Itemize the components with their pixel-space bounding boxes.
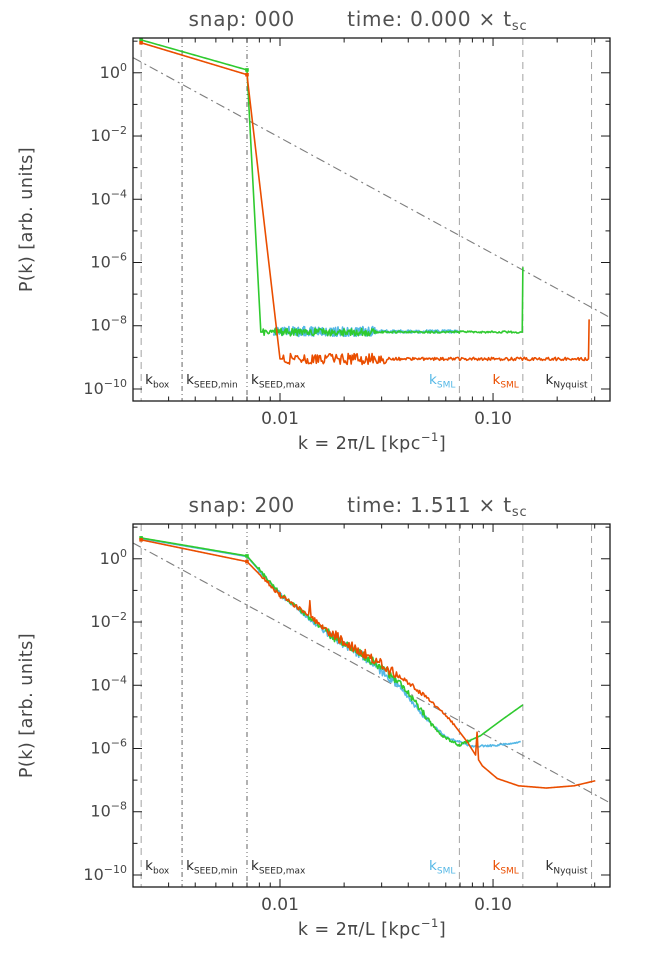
x-tick-label: 0.01 [261,895,299,915]
k-label-SEED,min: kSEED,min [186,372,238,391]
k-label-SEED,max: kSEED,max [251,372,306,391]
k-label-SML: kSML [429,858,455,877]
series-green-marker [245,554,249,558]
y-tick-label: 10−2 [90,610,127,631]
k-label-Nyquist: kNyquist [546,372,588,391]
x-axis-label: k = 2π/L [kpc−1] [298,916,446,940]
plot-snap-000: 0.01 0.10 100 10−2 10−4 10−6 10−8 10−10 kbox kSEE… [17,7,611,454]
series-cyan [140,537,521,748]
plot-title: snap: 000 time: 0.000 × tsc [189,7,528,34]
plot-title: snap: 200 time: 1.511 × tsc [189,493,528,520]
y-tick-label: 100 [100,61,127,82]
k-label-Nyquist: kNyquist [546,858,588,877]
plot-snap-200: 0.01 0.10 100 10−2 10−4 10−6 10−8 10−10 kbox kSEE… [0,486,647,972]
x-tick-label: 0.10 [474,409,512,429]
series-green-marker [139,536,143,540]
x-tick-label: 0.10 [474,895,512,915]
k-label-SEED,max: kSEED,max [251,858,306,877]
x-tick-label: 0.01 [261,409,299,429]
series-orange-marker [245,559,249,564]
series-green [140,537,524,747]
y-tick-label: 10−8 [90,314,127,335]
k-label-box: kbox [145,372,170,391]
series-green [140,39,524,337]
k-label-box: kbox [145,858,170,877]
y-tick-label: 10−4 [90,187,127,208]
power-spectrum-snap-000: 0.01 0.10 100 10−2 10−4 10−6 10−8 10−10 kbox kSEE… [17,7,611,454]
y-tick-label: 10−2 [90,124,127,145]
series-orange-marker [139,538,143,542]
series-green-marker [139,38,143,42]
k-label-SEED,min: kSEED,min [186,858,238,877]
series-orange-marker [139,40,143,45]
y-tick-label: 10−10 [83,377,127,398]
series-orange [140,41,590,366]
series-orange-marker [245,72,249,77]
reference-slope-line [132,542,611,804]
plot-frame [132,37,611,402]
y-tick-label: 10−8 [90,800,127,821]
series-orange [140,539,596,789]
y-tick-label: 10−4 [90,673,127,694]
y-tick-label: 100 [100,547,127,568]
series-green-marker [245,68,249,72]
plot-frame [132,523,611,888]
reference-slope-line [132,57,611,319]
k-label-SML: kSML [493,858,519,877]
y-tick-label: 10−10 [83,863,127,884]
k-label-SML: kSML [429,372,455,391]
y-axis-label: P(k) [arb. units] [17,147,37,292]
y-tick-label: 10−6 [90,737,127,758]
power-spectrum-snap-200: 0.01 0.10 100 10−2 10−4 10−6 10−8 10−10 kbox kSEE… [17,493,611,940]
k-label-SML: kSML [493,372,519,391]
y-tick-label: 10−6 [90,251,127,272]
y-axis-label: P(k) [arb. units] [17,633,37,778]
x-axis-label: k = 2π/L [kpc−1] [298,430,446,454]
